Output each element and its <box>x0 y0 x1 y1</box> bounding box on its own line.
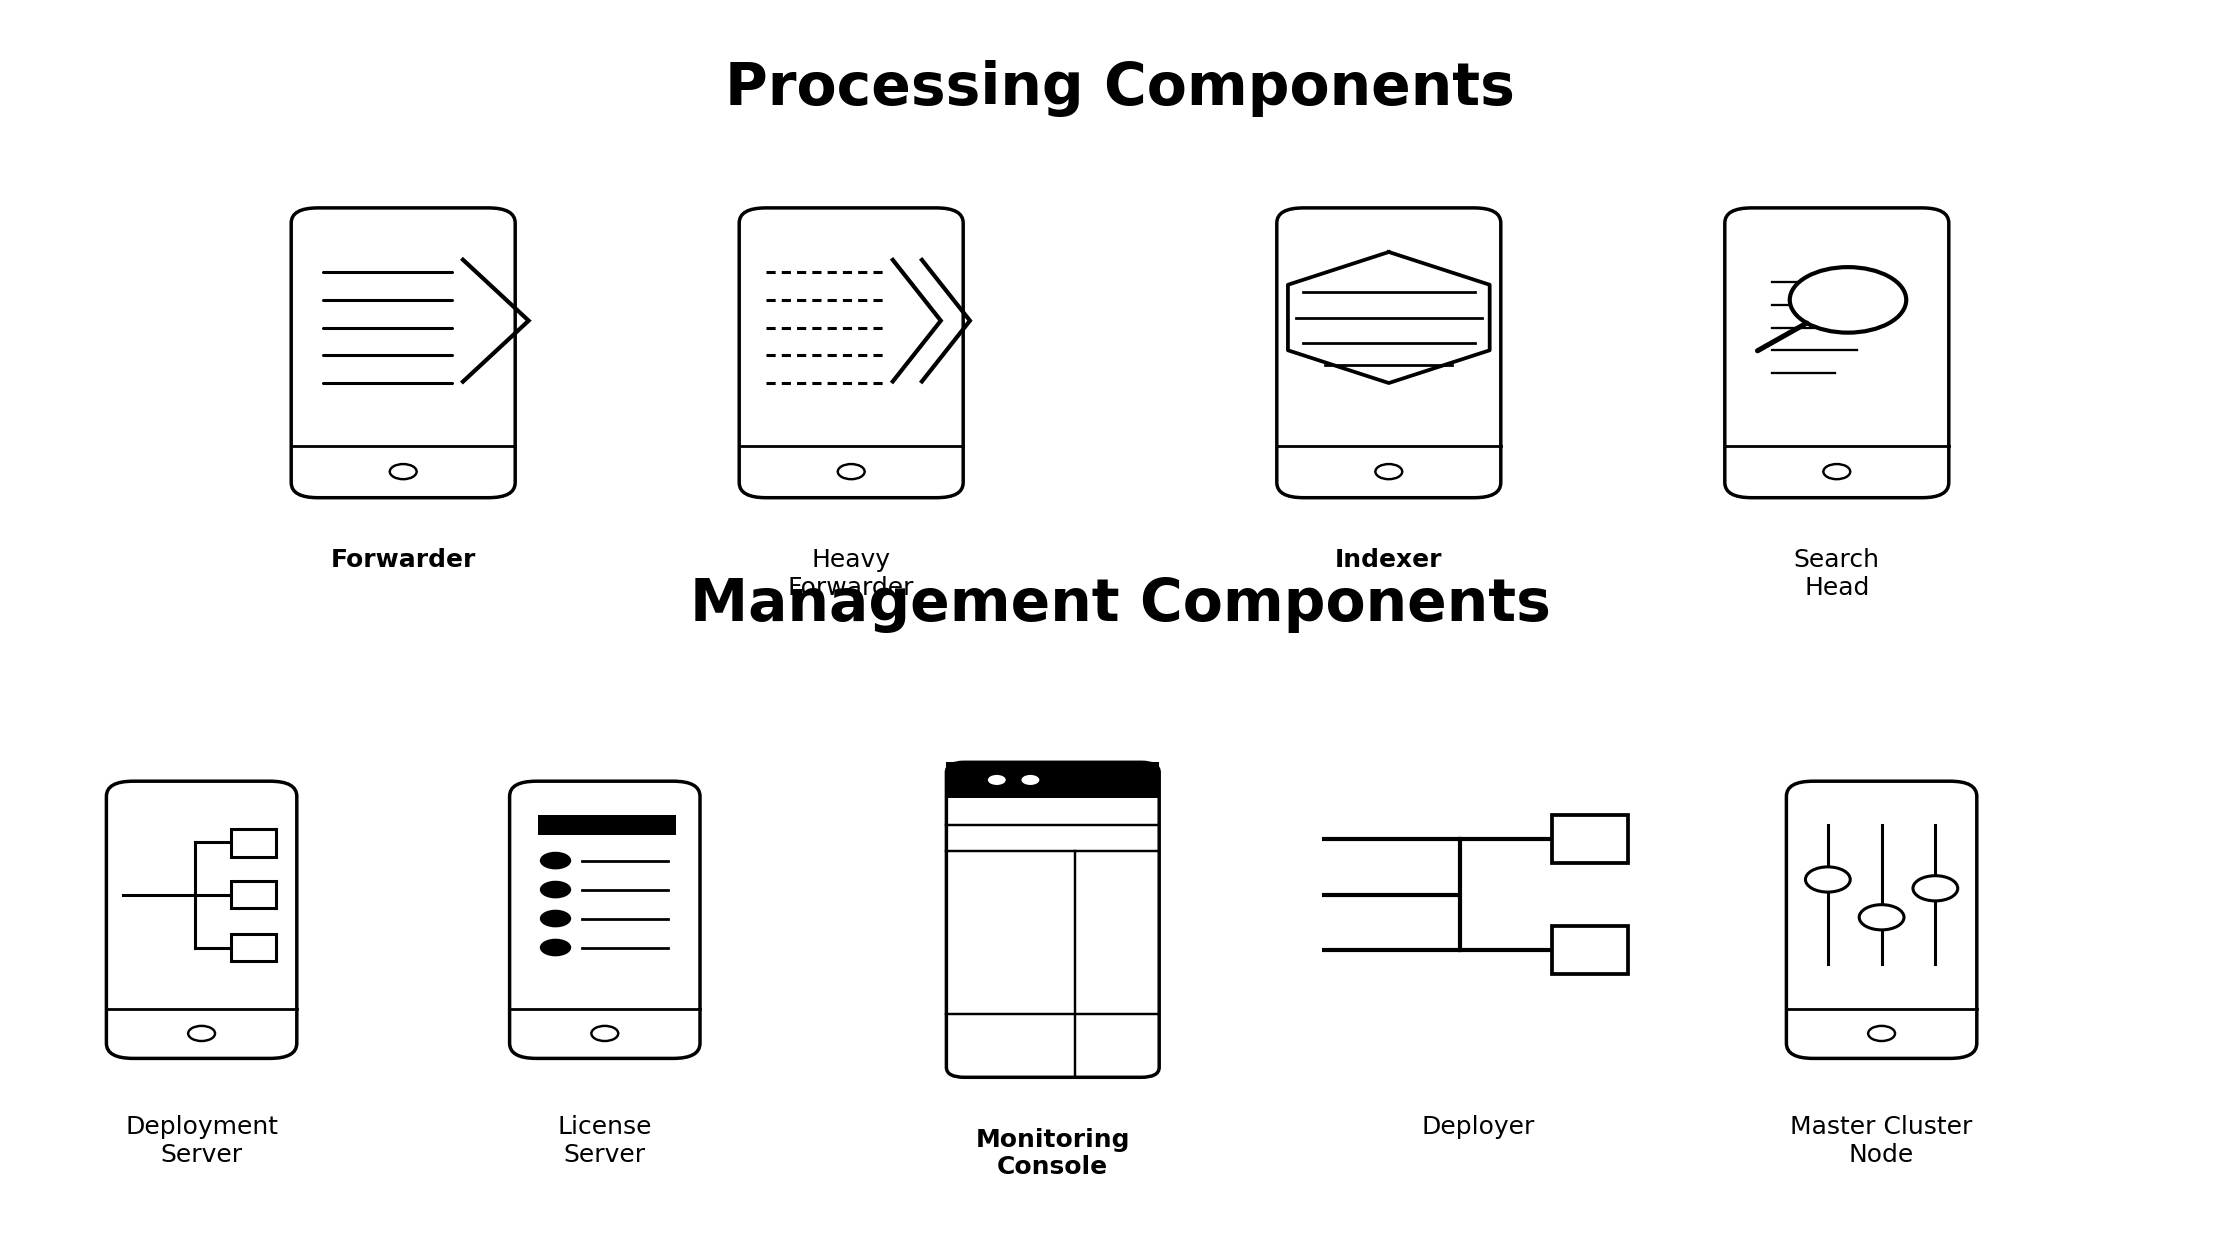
Text: Processing Components: Processing Components <box>726 59 1514 117</box>
Text: Search
Head: Search Head <box>1794 548 1879 600</box>
FancyBboxPatch shape <box>511 781 699 1058</box>
Circle shape <box>1790 267 1906 333</box>
FancyBboxPatch shape <box>105 781 296 1058</box>
Circle shape <box>838 464 865 479</box>
Circle shape <box>540 939 571 956</box>
Text: Master Cluster
Node: Master Cluster Node <box>1790 1115 1973 1167</box>
Circle shape <box>540 910 571 927</box>
Circle shape <box>1859 905 1904 930</box>
FancyBboxPatch shape <box>291 208 515 498</box>
Circle shape <box>390 464 417 479</box>
Circle shape <box>1375 464 1402 479</box>
Circle shape <box>988 775 1006 785</box>
Circle shape <box>540 881 571 898</box>
Circle shape <box>188 1026 215 1041</box>
Circle shape <box>1805 867 1850 892</box>
FancyBboxPatch shape <box>538 815 676 835</box>
Text: Deployer: Deployer <box>1422 1115 1534 1139</box>
Circle shape <box>1021 775 1039 785</box>
FancyBboxPatch shape <box>945 762 1158 798</box>
FancyBboxPatch shape <box>1552 926 1628 974</box>
FancyBboxPatch shape <box>231 881 276 908</box>
Text: Monitoring
Console: Monitoring Console <box>977 1128 1129 1179</box>
Circle shape <box>1823 464 1850 479</box>
Text: Indexer: Indexer <box>1335 548 1443 572</box>
Text: Heavy
Forwarder: Heavy Forwarder <box>788 548 914 600</box>
FancyBboxPatch shape <box>1552 815 1628 863</box>
Circle shape <box>540 852 571 869</box>
Circle shape <box>591 1026 618 1041</box>
FancyBboxPatch shape <box>231 934 276 961</box>
Circle shape <box>1913 876 1958 901</box>
Text: License
Server: License Server <box>558 1115 652 1167</box>
FancyBboxPatch shape <box>231 829 276 857</box>
FancyBboxPatch shape <box>1277 208 1501 498</box>
FancyBboxPatch shape <box>739 208 963 498</box>
FancyBboxPatch shape <box>1725 208 1949 498</box>
Text: Forwarder: Forwarder <box>332 548 475 572</box>
Circle shape <box>1868 1026 1895 1041</box>
Text: Management Components: Management Components <box>690 576 1550 634</box>
FancyBboxPatch shape <box>945 762 1158 1077</box>
Text: Deployment
Server: Deployment Server <box>125 1115 278 1167</box>
FancyBboxPatch shape <box>1785 781 1976 1058</box>
